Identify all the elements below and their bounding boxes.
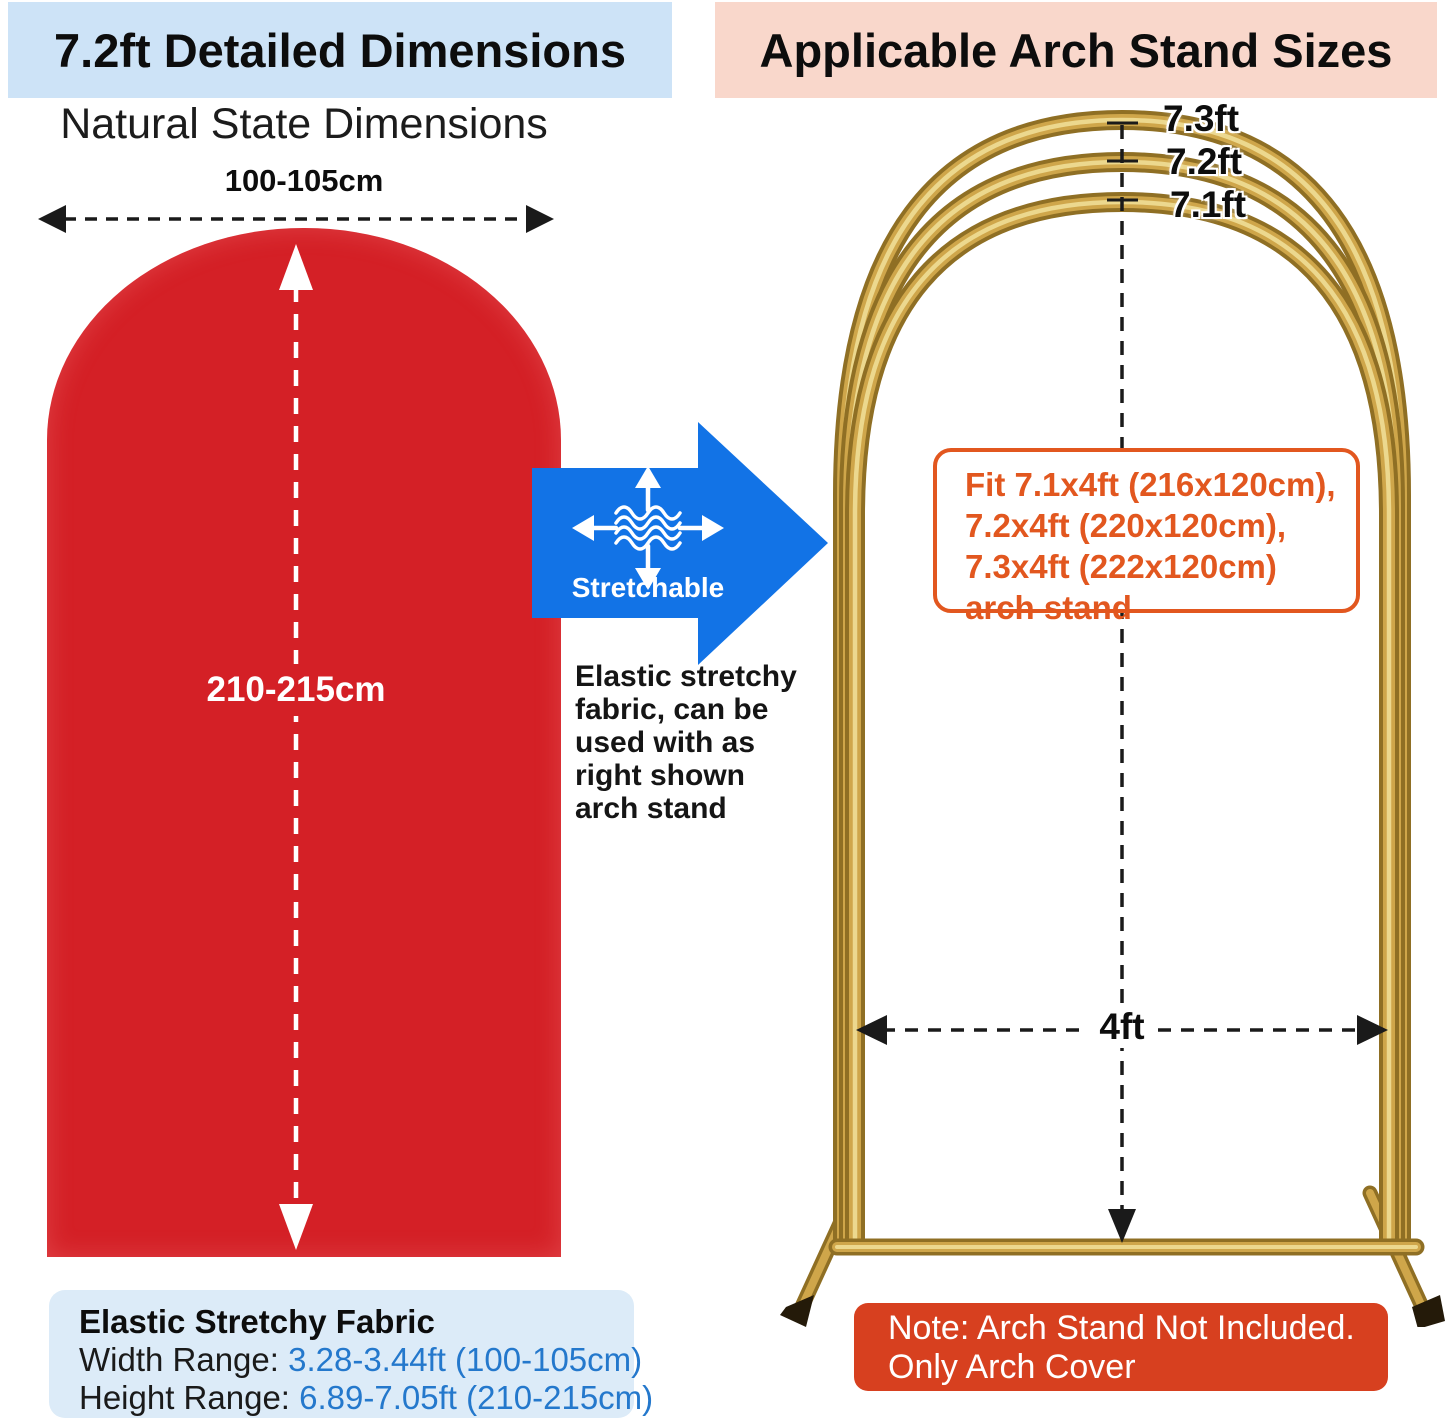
- arch-label-7-3ft: 7.3ft: [1163, 98, 1240, 139]
- arch-tubes: [833, 110, 1411, 1255]
- arrowhead-down-icon: [1108, 1209, 1136, 1243]
- gold-arch-stand: [780, 110, 1445, 1327]
- red-arch-cover: [47, 228, 561, 1257]
- fabric-height-label: Height Range:: [79, 1379, 300, 1416]
- stretch-icon: [587, 481, 709, 575]
- arrowhead-right-icon: [1357, 1015, 1388, 1045]
- arch-label-7-1ft: 7.1ft: [1170, 184, 1247, 225]
- cover-width-label: 100-105cm: [224, 163, 384, 198]
- fit-sizes-box: Fit 7.1x4ft (216x120cm), 7.2x4ft (220x12…: [933, 448, 1360, 626]
- header-left: 7.2ft Detailed Dimensions: [8, 2, 672, 98]
- fabric-width-label: Width Range:: [79, 1341, 289, 1378]
- fabric-waves-icon: [614, 505, 682, 551]
- stand-height-dimension-line: [1107, 121, 1138, 1243]
- cover-height-label: 210-215cm: [194, 664, 398, 716]
- arrowhead-right-icon: [526, 205, 554, 233]
- stand-width-label: 4ft: [1087, 1006, 1157, 1048]
- arch-label-7-2ft: 7.2ft: [1166, 141, 1243, 182]
- fabric-width-row: Width Range: 3.28-3.44ft (100-105cm): [79, 1341, 642, 1379]
- stretch-arrow: [532, 422, 828, 665]
- fabric-info-title: Elastic Stretchy Fabric: [79, 1303, 435, 1340]
- stretch-description: Elastic stretchy fabric, can be used wit…: [575, 660, 797, 825]
- natural-state-subtitle: Natural State Dimensions: [60, 100, 548, 148]
- arrowhead-left-icon: [38, 205, 66, 233]
- stretchable-label: Stretchable: [571, 572, 725, 603]
- fabric-info-box: Elastic Stretchy Fabric Width Range: 3.2…: [49, 1290, 653, 1418]
- fabric-height-value: 6.89-7.05ft (210-215cm): [299, 1379, 654, 1416]
- arrowhead-left-icon: [856, 1015, 887, 1045]
- header-right: Applicable Arch Stand Sizes: [715, 2, 1437, 98]
- fabric-height-row: Height Range: 6.89-7.05ft (210-215cm): [79, 1379, 653, 1417]
- fabric-width-value: 3.28-3.44ft (100-105cm): [288, 1341, 643, 1378]
- note-box: Note: Arch Stand Not Included. Only Arch…: [854, 1303, 1388, 1391]
